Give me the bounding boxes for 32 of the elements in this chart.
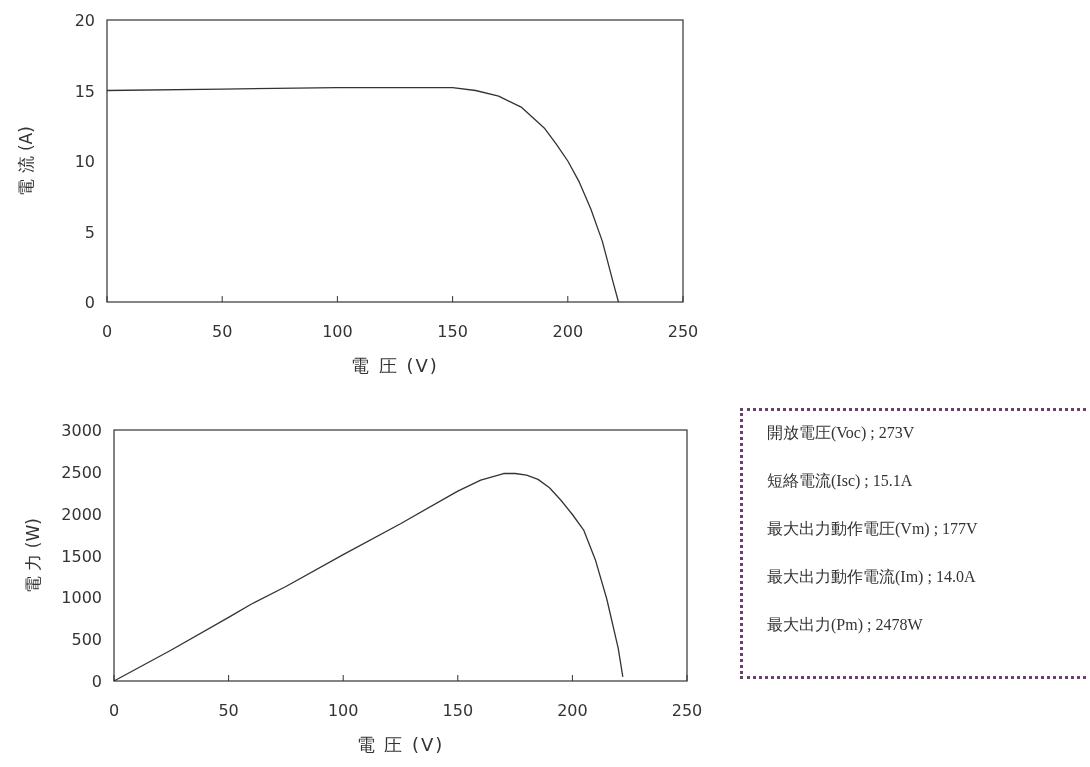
y-tick-label: 2000 bbox=[61, 504, 102, 524]
x-tick-label: 100 bbox=[322, 322, 353, 341]
y-tick-label: 2500 bbox=[61, 462, 102, 482]
x-tick-label: 50 bbox=[212, 322, 233, 341]
x-tick-label: 200 bbox=[557, 701, 588, 720]
x-tick-label: 150 bbox=[442, 701, 474, 720]
text: 最大出力動作電流(Im) ; 14.0A bbox=[767, 567, 977, 588]
text: 短絡電流(Isc) ; 15.1A bbox=[767, 471, 914, 492]
x-axis-title: 電 圧 (V) bbox=[356, 734, 445, 755]
x-tick-label: 150 bbox=[437, 322, 468, 341]
x-tick-label: 250 bbox=[667, 322, 699, 341]
text: 開放電圧(Voc) ; 273V bbox=[767, 423, 916, 444]
x-tick-label: 0 bbox=[108, 701, 120, 720]
x-tick-label: 100 bbox=[327, 701, 359, 720]
y-tick-label: 15 bbox=[74, 81, 95, 101]
text: 最大出力(Pm) ; 2478W bbox=[767, 615, 924, 636]
x-tick-label: 200 bbox=[552, 322, 584, 341]
x-axis-title: 電 圧 (V) bbox=[351, 355, 439, 376]
y-axis-title: 電 流 (A) bbox=[16, 126, 36, 196]
y-tick-label: 10 bbox=[74, 152, 95, 171]
x-tick-label: 250 bbox=[671, 701, 703, 720]
y-tick-label: 0 bbox=[84, 293, 95, 312]
y-tick-label: 1500 bbox=[61, 546, 102, 566]
y-tick-label: 20 bbox=[74, 11, 95, 30]
text: 最大出力動作電圧(Vm) ; 177V bbox=[767, 519, 979, 540]
x-tick-label: 50 bbox=[218, 701, 239, 720]
y-tick-label: 500 bbox=[71, 630, 102, 650]
y-tick-label: 5 bbox=[84, 222, 95, 242]
y-tick-label: 3000 bbox=[61, 421, 102, 440]
y-tick-label: 1000 bbox=[61, 588, 102, 608]
y-axis-title: 電 力 (W) bbox=[23, 518, 43, 593]
y-tick-label: 0 bbox=[91, 672, 102, 691]
